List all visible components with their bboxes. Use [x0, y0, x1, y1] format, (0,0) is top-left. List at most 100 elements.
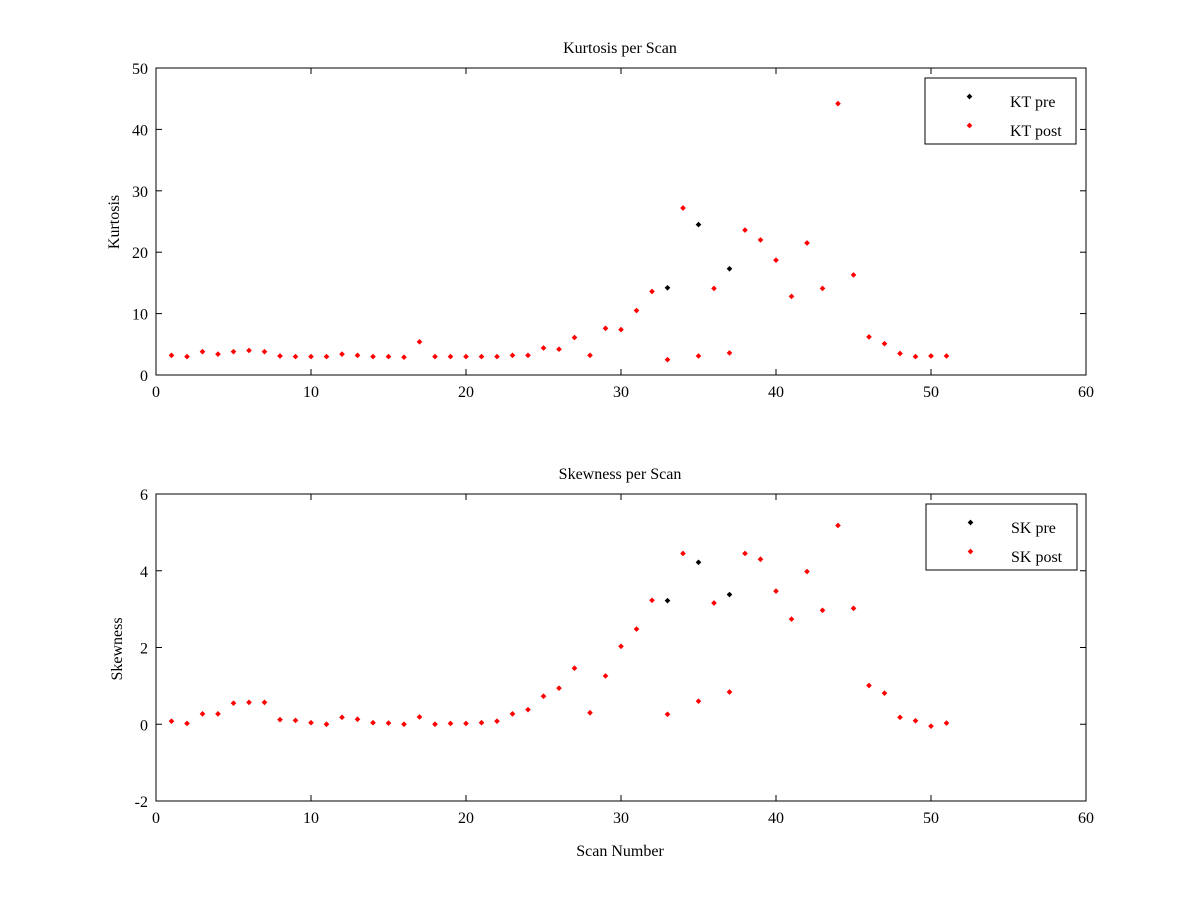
kt-post-point — [246, 347, 252, 354]
kt-post-point — [277, 353, 283, 359]
kt-post-point — [432, 353, 438, 360]
kt-post-point — [370, 353, 376, 360]
kt-pre-point — [664, 284, 671, 291]
x-tick-label: 40 — [768, 810, 784, 827]
y-tick-label: 30 — [132, 184, 148, 201]
kt-post-point — [168, 352, 175, 359]
kt-post-point — [850, 272, 857, 278]
y-tick-label: 0 — [140, 368, 148, 385]
sk-pre-point — [695, 559, 702, 566]
x-tick-label: 10 — [303, 384, 319, 401]
y-tick-label: 2 — [140, 641, 148, 658]
sk-post-point — [726, 689, 733, 695]
sk-post-point — [819, 607, 826, 614]
sk-post-point — [695, 698, 702, 705]
sk-post-point — [277, 716, 283, 723]
skewness-legend-box — [925, 503, 1078, 571]
kt-post-point — [308, 353, 314, 360]
kt-post-point — [711, 285, 717, 292]
kt-post-point — [757, 237, 764, 243]
kt-post-point — [835, 100, 841, 107]
kt-post-point — [339, 351, 345, 357]
sk-post-point — [680, 550, 686, 557]
sk-post-point — [618, 643, 624, 650]
sk-post-point — [649, 597, 655, 604]
x-tick-label: 20 — [458, 384, 474, 401]
kt-post-point — [463, 353, 469, 360]
kt-post-point — [695, 353, 702, 359]
legend-label-kt-post: KT post — [1010, 123, 1062, 140]
sk-post-point — [711, 600, 717, 606]
kurtosis-legend-box — [924, 77, 1077, 145]
kt-post-point — [447, 353, 454, 360]
sk-post-point — [401, 721, 407, 728]
kt-post-point — [540, 345, 547, 351]
sk-post-point — [230, 700, 237, 706]
sk-post-point — [525, 706, 531, 713]
sk-post-point — [664, 711, 671, 718]
kt-post-point — [804, 240, 810, 246]
sk-post-point — [835, 522, 841, 529]
kt-post-point — [401, 354, 407, 361]
sk-post-point — [416, 714, 423, 720]
sk-post-point — [943, 720, 950, 726]
kt-post-point — [788, 293, 795, 300]
sk-post-point — [432, 721, 438, 728]
x-tick-label: 40 — [768, 384, 784, 401]
sk-pre-point — [664, 597, 671, 604]
skewness-y-axis-label: Skewness — [109, 617, 126, 680]
sk-pre-point — [726, 591, 733, 598]
kt-post-point — [230, 348, 237, 355]
y-tick-label: 6 — [140, 487, 148, 504]
sk-post-point — [168, 718, 175, 725]
kt-post-point — [199, 348, 206, 355]
x-tick-label: 60 — [1078, 810, 1094, 827]
legend-marker-sk-pre — [967, 519, 974, 526]
kt-post-point — [478, 353, 485, 360]
skewness-title: Skewness per Scan — [559, 466, 682, 483]
sk-post-point — [494, 718, 500, 725]
kt-post-point — [881, 340, 888, 347]
kurtosis-markers — [168, 100, 950, 363]
skewness-subplot: Skewness per Scan Skewness Scan Number 0… — [109, 466, 1094, 860]
kt-post-point — [680, 205, 686, 211]
sk-post-point — [912, 717, 919, 724]
kt-post-point — [928, 353, 934, 359]
kt-post-point — [618, 326, 624, 333]
x-tick-label: 60 — [1078, 384, 1094, 401]
legend-marker-sk-post — [967, 548, 974, 555]
kt-post-point — [943, 353, 950, 359]
sk-post-point — [897, 714, 903, 721]
kt-post-point — [556, 346, 562, 353]
kt-post-point — [525, 352, 531, 359]
y-tick-label: 20 — [132, 245, 148, 262]
sk-post-point — [928, 723, 934, 729]
kt-post-point — [602, 325, 609, 332]
kt-post-point — [571, 334, 578, 341]
sk-post-point — [323, 721, 330, 728]
kt-post-point — [773, 257, 779, 264]
x-tick-label: 50 — [923, 810, 939, 827]
legend-label-sk-pre: SK pre — [1011, 520, 1056, 537]
y-tick-label: 50 — [132, 61, 148, 78]
kurtosis-legend: KT pre KT post — [924, 77, 1077, 145]
skewness-legend: SK pre SK post — [925, 503, 1078, 571]
y-tick-label: -2 — [135, 794, 148, 811]
y-tick-label: 0 — [140, 717, 148, 734]
x-tick-label: 30 — [613, 384, 629, 401]
sk-post-point — [184, 720, 190, 727]
x-tick-label: 0 — [152, 384, 160, 401]
kt-post-point — [385, 353, 392, 360]
kt-post-point — [649, 288, 655, 295]
kt-post-point — [184, 353, 190, 360]
y-tick-label: 10 — [132, 307, 148, 324]
kt-post-point — [819, 285, 826, 292]
sk-post-point — [540, 693, 547, 700]
kt-post-point — [323, 353, 330, 360]
kt-post-point — [416, 339, 423, 345]
kt-post-point — [354, 352, 361, 359]
legend-marker-kt-pre — [966, 93, 973, 100]
sk-post-point — [199, 711, 206, 717]
